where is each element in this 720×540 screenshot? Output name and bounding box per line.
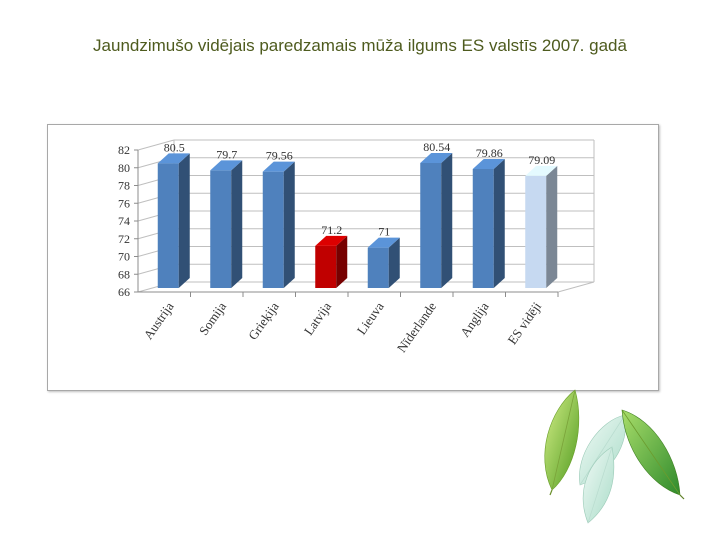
- bar-front: [420, 162, 442, 288]
- bar-side: [231, 160, 243, 288]
- data-label: 71.2: [321, 223, 342, 237]
- bar-top: [420, 152, 453, 163]
- bar-side: [388, 237, 400, 288]
- page-title: Jaundzimušo vidējais paredzamais mūža il…: [93, 36, 627, 55]
- y-tick-label: 70: [118, 250, 130, 264]
- bar-front: [262, 171, 284, 288]
- bar-top: [525, 165, 558, 176]
- y-tick-label: 66: [118, 285, 130, 299]
- y-tick-label: 78: [118, 179, 130, 193]
- bar: 80.5 Austrija: [140, 140, 191, 342]
- x-tick-label: Austrija: [140, 299, 176, 342]
- bar: 79.56 Grieķija: [245, 149, 296, 343]
- y-tick-label: 80: [118, 161, 130, 175]
- bar-top: [315, 235, 348, 246]
- x-tick-label: Lieuva: [354, 299, 387, 337]
- data-label: 71: [378, 225, 390, 239]
- bar-side: [283, 161, 295, 288]
- y-tick-label: 72: [118, 232, 130, 246]
- bar-side: [178, 153, 190, 288]
- x-tick-label: Somija: [196, 299, 230, 338]
- x-tick-label: Nīderlande: [394, 299, 440, 355]
- x-tick-label: ES vidēji: [504, 299, 544, 347]
- bar-chart: 66 68 70 72 74 76 78 80 82 80.5 Austrija 79.7 Somija…: [118, 139, 595, 355]
- bar: 71 Lieuva: [354, 225, 401, 337]
- x-tick-label: Grieķija: [245, 299, 282, 343]
- bar: 71.2 Latvija: [301, 223, 349, 338]
- data-label: 79.09: [528, 153, 555, 167]
- bar-front: [367, 247, 389, 288]
- x-tick-label: Latvija: [301, 299, 335, 338]
- bar-front: [315, 245, 337, 288]
- bar: 80.54 Nīderlande: [394, 140, 454, 355]
- y-tick-label: 68: [118, 267, 130, 281]
- bar-top: [472, 158, 505, 169]
- y-tick-label: 82: [118, 143, 130, 157]
- data-label: 79.56: [266, 149, 293, 163]
- data-label: 80.54: [423, 140, 450, 154]
- bar: 79.09 ES vidēji: [504, 153, 559, 347]
- bar-top: [262, 161, 295, 172]
- data-label: 80.5: [164, 140, 185, 154]
- bar-side: [546, 165, 558, 288]
- bar-side: [336, 235, 348, 288]
- bars: 80.5 Austrija 79.7 Somija 79.56 Grieķija 71.2 L…: [140, 140, 559, 355]
- leaves-icon: [530, 385, 700, 535]
- bar-side: [441, 152, 453, 288]
- bar-front: [157, 163, 179, 288]
- bar-front: [210, 170, 232, 288]
- bar-side: [493, 158, 505, 288]
- bar-top: [157, 153, 190, 164]
- data-label: 79.7: [216, 147, 237, 161]
- chart-container: 66 68 70 72 74 76 78 80 82 80.5 Austrija 79.7 Somija…: [47, 124, 659, 391]
- bar-front: [525, 175, 547, 288]
- y-axis: 66 68 70 72 74 76 78 80 82: [118, 143, 139, 299]
- bar-front: [472, 168, 494, 288]
- x-tick-label: Anglija: [457, 299, 492, 340]
- data-label: 79.86: [476, 146, 503, 160]
- bar-top: [367, 237, 400, 248]
- y-tick-label: 74: [118, 214, 130, 228]
- y-tick-label: 76: [118, 196, 130, 210]
- bar-top: [210, 160, 243, 171]
